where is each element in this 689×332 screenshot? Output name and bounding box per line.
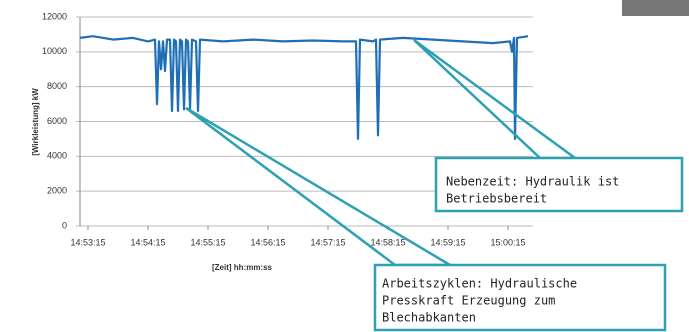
- y-tick-label: 8000: [47, 81, 67, 91]
- callout-pointer: [414, 40, 575, 158]
- annotation-text: Betriebsbereit: [446, 192, 547, 206]
- y-tick-label: 2000: [47, 186, 67, 196]
- y-tick-label: 10000: [42, 46, 67, 56]
- y-tick-label: 6000: [47, 116, 67, 126]
- chart: [Zeit] hh:mm:ss [Wirkleistung] kW 0 2000 4…: [0, 0, 689, 332]
- x-tick-label: 14:58:15: [370, 237, 405, 247]
- x-tick-label: 14:56:15: [250, 237, 285, 247]
- y-tick-label: 12000: [42, 11, 67, 21]
- annotation-text: Blechabkanten: [382, 311, 476, 325]
- x-tick-label: 14:59:15: [430, 237, 465, 247]
- y-tick-label: 0: [62, 220, 67, 230]
- x-tick-label: 14:53:15: [70, 237, 105, 247]
- annotation-text: Presskraft Erzeugung zum: [382, 294, 555, 308]
- x-tick-label: 15:00:15: [490, 237, 525, 247]
- x-tick-label: 14:55:15: [190, 237, 225, 247]
- y-tick-label: 4000: [47, 151, 67, 161]
- annotation-text: Arbeitszyklen: Hydraulische: [382, 277, 577, 291]
- y-axis-label: [Wirkleistung] kW: [31, 88, 40, 156]
- annotation-text: Nebenzeit: Hydraulik ist: [446, 175, 619, 189]
- x-tick-label: 14:57:15: [310, 237, 345, 247]
- x-tick-label: 14:54:15: [130, 237, 165, 247]
- photo-corner: [622, 0, 689, 16]
- x-axis-label: [Zeit] hh:mm:ss: [212, 263, 273, 272]
